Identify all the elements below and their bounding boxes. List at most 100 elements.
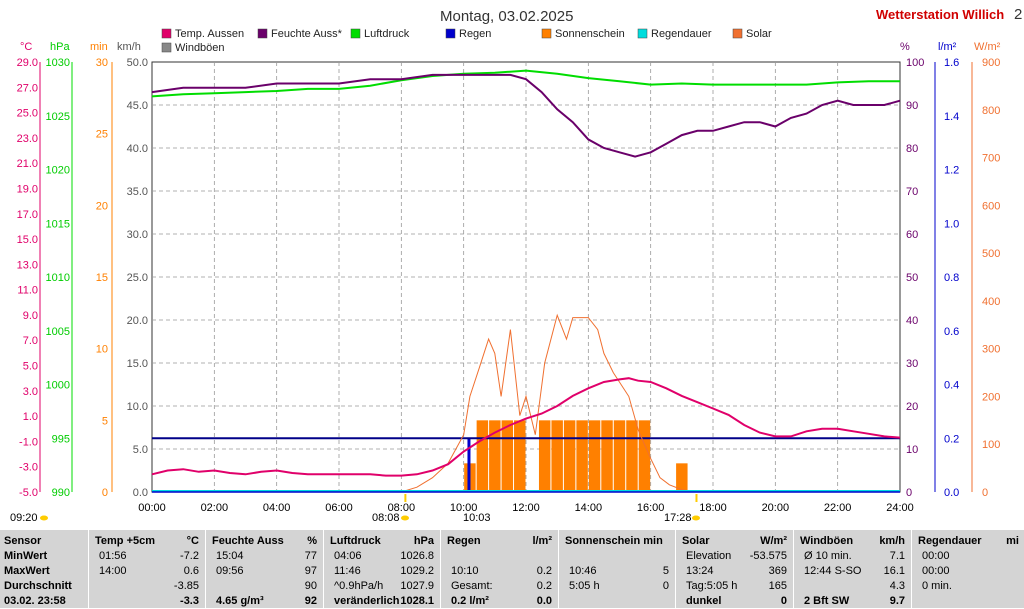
press-row-label: 11:46 bbox=[334, 565, 361, 577]
rain-row: 0.2 l/m² 0.0 bbox=[441, 594, 558, 609]
series-line bbox=[151, 73, 901, 158]
axis-tick-pct: 60 bbox=[906, 229, 918, 241]
axis-tick-kmh: 30.0 bbox=[127, 229, 148, 241]
axis-tick-kmh: 20.0 bbox=[127, 315, 148, 327]
x-tick-label: 10:00 bbox=[450, 502, 478, 514]
axis-tick-temp: 25.0 bbox=[17, 108, 38, 120]
axis-tick-temp: 11.0 bbox=[17, 285, 38, 297]
axis-tick-press: 1015 bbox=[46, 218, 70, 230]
solar-row: dunkel 0 bbox=[676, 594, 793, 609]
solar-row-label: dunkel bbox=[686, 595, 722, 607]
press-row-label: ^0.9hPa/h bbox=[334, 580, 384, 592]
axis-tick-wm2: 100 bbox=[982, 439, 1000, 451]
sun-marker bbox=[401, 515, 409, 521]
axis-tick-min: 10 bbox=[96, 344, 108, 356]
axis-tick-min: 25 bbox=[96, 129, 108, 141]
sunshine-bar bbox=[638, 420, 651, 492]
solar-row: Tag:5:05 h 165 bbox=[676, 579, 793, 594]
press-row-label: veränderlich bbox=[334, 595, 400, 607]
left-time-label: 09:20 bbox=[10, 512, 38, 524]
legend-swatch bbox=[350, 28, 361, 39]
sunshine-bar bbox=[501, 420, 514, 492]
axis-tick-min: 5 bbox=[102, 415, 108, 427]
solar-row-value: 165 bbox=[768, 580, 787, 592]
axis-tick-pct: 30 bbox=[906, 358, 918, 370]
legend-label: Windböen bbox=[175, 42, 225, 54]
col-raindur: Regendauer mi 00:00 00:00 0 min. bbox=[911, 530, 1024, 608]
axis-tick-pct: 10 bbox=[906, 444, 918, 456]
axis-tick-kmh: 45.0 bbox=[127, 100, 148, 112]
axis-tick-pct: 0 bbox=[906, 487, 912, 499]
axis-tick-pct: 50 bbox=[906, 272, 918, 284]
press-row-value: 1027.9 bbox=[400, 580, 434, 592]
axis-tick-wm2: 500 bbox=[982, 248, 1000, 260]
sunshine-bar bbox=[476, 420, 489, 492]
press-row-value: 1026.8 bbox=[400, 550, 434, 562]
temp-row-value: 0.6 bbox=[183, 565, 199, 577]
sunshine-bar bbox=[514, 420, 526, 492]
axis-tick-temp: 19.0 bbox=[17, 183, 38, 195]
wind-row: 12:44 S-SO 16.1 bbox=[794, 564, 911, 579]
axis-tick-wm2: 700 bbox=[982, 153, 1000, 165]
wind-title: Windböen bbox=[800, 535, 854, 547]
axis-tick-press: 1020 bbox=[46, 165, 70, 177]
sunshine-bar bbox=[588, 420, 601, 492]
axis-tick-min: 15 bbox=[96, 272, 108, 284]
axis-unit-kmh: km/h bbox=[117, 41, 141, 53]
wind-row: 2 Bft SW 9.7 bbox=[794, 594, 911, 609]
raindur-row-label: 0 min. bbox=[922, 580, 952, 592]
x-tick-label: 14:00 bbox=[575, 502, 603, 514]
x-tick-label: 06:00 bbox=[325, 502, 353, 514]
axis-tick-wm2: 600 bbox=[982, 200, 1000, 212]
press-row-value: 1029.2 bbox=[400, 565, 434, 577]
axis-tick-temp: -3.0 bbox=[19, 462, 38, 474]
raindur-row-label: 00:00 bbox=[922, 550, 950, 562]
axis-tick-lm2: 1.2 bbox=[944, 165, 959, 177]
sunrise-label: 08:08 bbox=[372, 512, 400, 524]
press-unit: hPa bbox=[413, 535, 434, 547]
axis-tick-kmh: 0.0 bbox=[133, 487, 148, 499]
x-tick-label: 00:00 bbox=[138, 502, 166, 514]
axis-tick-lm2: 0.0 bbox=[944, 487, 959, 499]
wind-row-value: 16.1 bbox=[883, 565, 905, 577]
sensor-title: Sensor bbox=[4, 535, 42, 547]
temp-row: -3.85 bbox=[89, 579, 205, 594]
rain-title: Regen bbox=[447, 535, 481, 547]
raindur-header: Regendauer mi bbox=[912, 534, 1024, 549]
axis-tick-temp: 5.0 bbox=[23, 361, 38, 373]
axis-tick-temp: 1.0 bbox=[23, 411, 38, 423]
rain-row bbox=[441, 549, 558, 564]
hum-row: 4.65 g/m³ 92 bbox=[206, 594, 323, 609]
axis-tick-pct: 20 bbox=[906, 401, 918, 413]
legend-label: Regen bbox=[459, 28, 491, 40]
axis-tick-pct: 80 bbox=[906, 143, 918, 155]
rain-row-label: Gesamt: bbox=[451, 580, 493, 592]
col-press: Luftdruck hPa 04:06 1026.8 11:46 1029.2 ^0.9hP… bbox=[323, 530, 440, 608]
press-header: Luftdruck hPa bbox=[324, 534, 440, 549]
temp-unit: °C bbox=[186, 535, 199, 547]
sunshine-bar bbox=[613, 420, 626, 492]
hum-row-value: 92 bbox=[304, 595, 317, 607]
sunshine-bar bbox=[676, 463, 688, 492]
axis-tick-min: 0 bbox=[102, 487, 108, 499]
rain-unit: l/m² bbox=[532, 535, 552, 547]
x-tick-label: 22:00 bbox=[824, 502, 852, 514]
sunshine-bar bbox=[489, 420, 501, 492]
temp-title: Temp +5cm bbox=[95, 535, 156, 547]
sunshine-bar bbox=[626, 420, 638, 492]
axis-tick-lm2: 0.2 bbox=[944, 433, 959, 445]
sun-row-value: 5 bbox=[662, 565, 669, 577]
hum-row-label: 15:04 bbox=[216, 550, 244, 562]
axis-tick-pct: 70 bbox=[906, 186, 918, 198]
sensor-row-1: MaxWert bbox=[4, 565, 50, 577]
axis-tick-pct: 40 bbox=[906, 315, 918, 327]
chart-title: Montag, 03.02.2025 bbox=[440, 8, 573, 25]
wind-row: 4.3 bbox=[794, 579, 911, 594]
x-tick-label: 18:00 bbox=[699, 502, 727, 514]
sun-row: 5:05 h 0 bbox=[559, 579, 675, 594]
wind-row-label: Ø 10 min. bbox=[804, 550, 852, 562]
legend-swatch bbox=[637, 28, 648, 39]
raindur-row: 0 min. bbox=[912, 579, 1024, 594]
sensor-row-3: 03.02. 23:58 bbox=[4, 595, 66, 607]
hum-row-label: 09:56 bbox=[216, 565, 244, 577]
